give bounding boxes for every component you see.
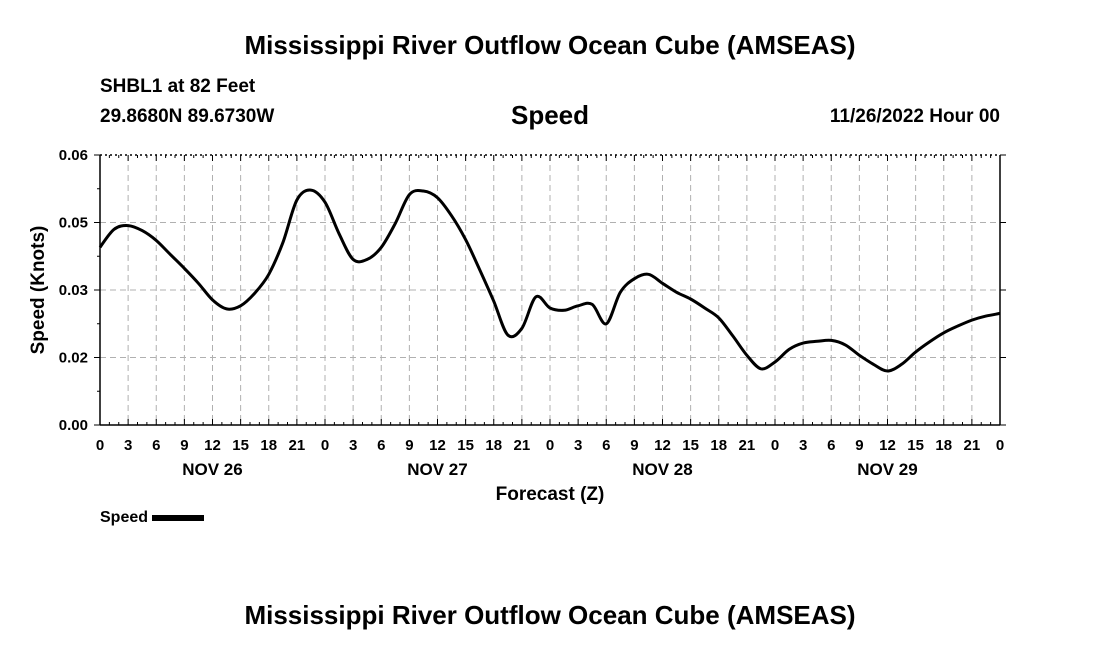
grid — [100, 155, 1000, 425]
x-tick-label: 3 — [799, 437, 807, 454]
location-label: 29.8680N 89.6730W — [100, 106, 275, 127]
speed-series-line — [98, 188, 1001, 373]
day-label: NOV 28 — [632, 460, 692, 479]
x-tick-label: 15 — [907, 437, 924, 454]
x-tick-label: 0 — [321, 437, 329, 454]
x-tick-label: 6 — [152, 437, 160, 454]
x-tick-label: 12 — [429, 437, 446, 454]
x-tick-label: 18 — [710, 437, 727, 454]
y-axis-label: Speed (Knots) — [28, 226, 49, 355]
x-tick-label: 21 — [964, 437, 981, 454]
x-tick-label: 0 — [546, 437, 554, 454]
x-tick-label: 3 — [124, 437, 132, 454]
x-tick-label: 18 — [485, 437, 502, 454]
x-tick-label: 21 — [514, 437, 531, 454]
x-tick-label: 15 — [232, 437, 249, 454]
station-label: SHBL1 at 82 Feet — [100, 76, 256, 97]
x-tick-label: 9 — [405, 437, 413, 454]
x-tick-label: 18 — [260, 437, 277, 454]
x-tick-label: 12 — [204, 437, 221, 454]
x-tick-label: 21 — [289, 437, 306, 454]
x-tick-label: 0 — [771, 437, 779, 454]
datetime-label: 11/26/2022 Hour 00 — [829, 106, 1000, 127]
x-tick-label: 6 — [377, 437, 385, 454]
x-tick-label: 0 — [996, 437, 1004, 454]
legend: Speed — [100, 509, 205, 527]
series — [98, 188, 1001, 373]
y-tick-label: 0.02 — [59, 350, 88, 367]
axes: 0 3 6 9 12 15 18 21 0 3 6 9 12 15 18 21 0 3 6 9 12 15 18 21 0 3 6 9… — [59, 147, 1006, 479]
day-label: NOV 26 — [182, 460, 242, 479]
x-tick-label: 6 — [602, 437, 610, 454]
x-tick-label: 15 — [682, 437, 699, 454]
day-label: NOV 27 — [407, 460, 467, 479]
x-tick-label: 21 — [739, 437, 756, 454]
x-tick-label: 6 — [827, 437, 835, 454]
x-tick-label: 9 — [855, 437, 863, 454]
x-axis-label: Forecast (Z) — [496, 484, 605, 505]
day-label: NOV 29 — [857, 460, 917, 479]
x-tick-label: 0 — [96, 437, 104, 454]
y-tick-label: 0.05 — [59, 215, 88, 232]
y-tick-label: 0.00 — [59, 417, 88, 434]
x-tick-label: 9 — [630, 437, 638, 454]
x-tick-label: 3 — [349, 437, 357, 454]
x-tick-label: 12 — [879, 437, 896, 454]
x-tick-label: 3 — [574, 437, 582, 454]
x-tick-label: 12 — [654, 437, 671, 454]
speed-chart: 0 3 6 9 12 15 18 21 0 3 6 9 12 15 18 21 0 3 6 9 12 15 18 21 0 3 6 9… — [28, 147, 1006, 505]
footer-title: Mississippi River Outflow Ocean Cube (AM… — [244, 600, 856, 630]
legend-line-swatch — [152, 514, 205, 521]
legend-label: Speed — [100, 509, 149, 526]
variable-title: Speed — [510, 100, 590, 130]
x-tick-label: 18 — [935, 437, 952, 454]
chart-title: Mississippi River Outflow Ocean Cube (AM… — [244, 30, 856, 60]
x-tick-label: 15 — [457, 437, 474, 454]
x-tick-label: 9 — [180, 437, 188, 454]
y-tick-label: 0.03 — [59, 282, 88, 299]
y-tick-label: 0.06 — [59, 147, 88, 164]
